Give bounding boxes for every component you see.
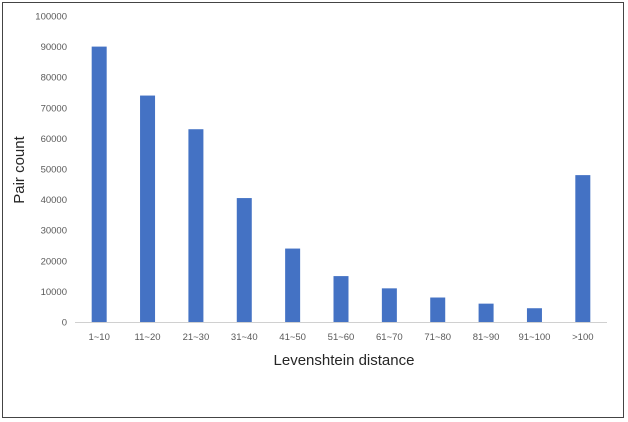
y-tick-label: 60000 [41, 134, 67, 145]
y-axis-ticks: 0 10000 20000 30000 40000 50000 60000 70000 8000… [35, 12, 67, 329]
bar [236, 198, 252, 322]
x-tick-label: 61~70 [376, 332, 403, 343]
bar [430, 297, 446, 322]
x-tick-label: 21~30 [183, 332, 210, 343]
x-tick-label: 51~60 [328, 332, 355, 343]
x-tick-label: 31~40 [231, 332, 258, 343]
y-axis-title: Pair count [11, 135, 28, 203]
x-tick-label: >100 [572, 332, 593, 343]
bar [91, 46, 107, 322]
bars [91, 46, 591, 322]
x-tick-label: 81~90 [473, 332, 500, 343]
x-axis-ticks: 1~10 11~20 21~30 31~40 41~50 51~60 61~70 71~80 8… [88, 332, 593, 343]
y-tick-label: 20000 [41, 256, 67, 267]
x-tick-label: 91~100 [518, 332, 550, 343]
x-tick-label: 41~50 [279, 332, 306, 343]
y-tick-label: 100000 [35, 12, 67, 23]
bar [188, 129, 204, 322]
x-tick-label: 11~20 [135, 332, 161, 343]
x-tick-label: 1~10 [88, 332, 109, 343]
y-tick-label: 0 [62, 318, 67, 329]
y-tick-label: 50000 [41, 165, 67, 176]
y-tick-label: 10000 [41, 287, 67, 298]
y-tick-label: 90000 [41, 42, 67, 53]
bar [381, 288, 397, 322]
bar [285, 248, 301, 322]
y-tick-label: 80000 [41, 73, 67, 84]
x-axis-title: Levenshtein distance [274, 352, 415, 369]
bar [333, 276, 349, 322]
bar [575, 175, 591, 322]
x-tick-label: 71~80 [424, 332, 451, 343]
y-tick-label: 40000 [41, 195, 67, 206]
bar [140, 95, 156, 322]
y-tick-label: 30000 [41, 226, 67, 237]
bar [526, 308, 542, 322]
y-tick-label: 70000 [41, 103, 67, 114]
bar [478, 303, 494, 322]
